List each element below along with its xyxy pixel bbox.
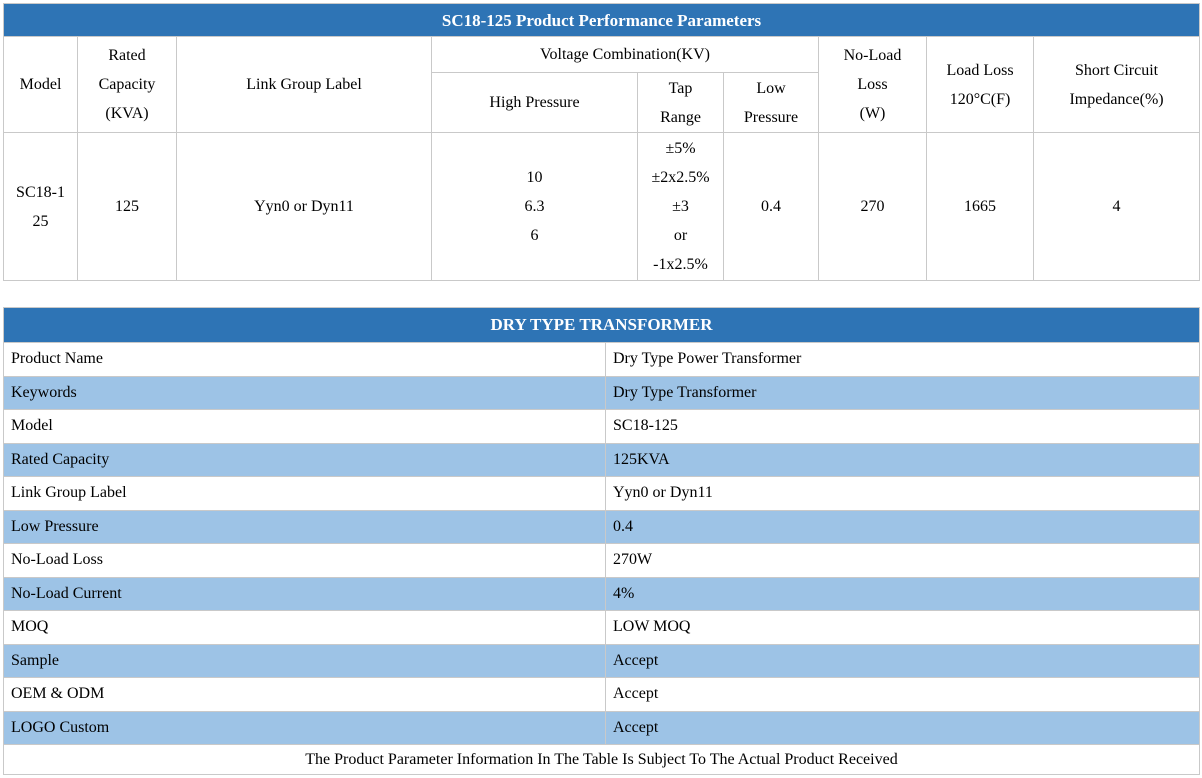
- spec-row-label: Low Pressure: [3, 509, 606, 544]
- header-model: Model: [3, 36, 78, 133]
- spec-row-value: LOW MOQ: [605, 610, 1200, 645]
- spec-row-logo-custom: LOGO Custom Accept: [3, 710, 1200, 745]
- spec-row-value: Accept: [605, 710, 1200, 745]
- spec-row-value: 0.4: [605, 509, 1200, 544]
- header-low-pressure: Low Pressure: [723, 72, 819, 133]
- header-link-group-label: Link Group Label: [176, 36, 432, 133]
- spec-row-label: Link Group Label: [3, 476, 606, 511]
- spec-row-low-pressure: Low Pressure 0.4: [3, 509, 1200, 544]
- spec-row-label: Sample: [3, 643, 606, 678]
- performance-data-row: SC18-125 125 Yyn0 or Dyn11 10 6.3 6 ±5% …: [3, 132, 1201, 281]
- spec-row-model: Model SC18-125: [3, 409, 1200, 444]
- spec-row-sample: Sample Accept: [3, 643, 1200, 678]
- spec-row-value: 125KVA: [605, 442, 1200, 477]
- spec-row-value: Accept: [605, 677, 1200, 712]
- spec-table: DRY TYPE TRANSFORMER Product Name Dry Ty…: [3, 307, 1200, 775]
- spec-row-product-name: Product Name Dry Type Power Transformer: [3, 342, 1200, 377]
- spec-row-oem-odm: OEM & ODM Accept: [3, 677, 1200, 712]
- cell-tap-range: ±5% ±2x2.5% ±3 or -1x2.5%: [637, 132, 724, 281]
- performance-header-row-2: High Pressure Tap Range Low Pressure: [4, 72, 1200, 133]
- spec-row-no-load-loss: No-Load Loss 270W: [3, 543, 1200, 578]
- spec-row-label: OEM & ODM: [3, 677, 606, 712]
- header-tap-range: Tap Range: [637, 72, 724, 133]
- cell-model: SC18-125: [3, 132, 78, 281]
- spec-row-label: Model: [3, 409, 606, 444]
- header-load-loss: Load Loss 120°C(F): [926, 36, 1034, 133]
- header-voltage-combination: Voltage Combination(KV): [431, 36, 819, 73]
- table-footnote: The Product Parameter Information In The…: [3, 744, 1200, 775]
- spec-row-label: MOQ: [3, 610, 606, 645]
- spec-row-value: Accept: [605, 643, 1200, 678]
- spec-row-no-load-current: No-Load Current 4%: [3, 576, 1200, 611]
- header-no-load-loss: No-Load Loss (W): [818, 36, 927, 133]
- spec-row-label: Product Name: [3, 342, 606, 377]
- cell-no-load-loss: 270: [818, 132, 927, 281]
- spec-row-label: LOGO Custom: [3, 710, 606, 745]
- cell-load-loss: 1665: [926, 132, 1034, 281]
- header-rated-capacity: Rated Capacity (KVA): [77, 36, 177, 133]
- spec-table-footnote-row: The Product Parameter Information In The…: [3, 744, 1200, 775]
- spec-row-label: No-Load Current: [3, 576, 606, 611]
- spec-row-value: Dry Type Power Transformer: [605, 342, 1200, 377]
- cell-low-pressure: 0.4: [723, 132, 819, 281]
- spec-row-value: 4%: [605, 576, 1200, 611]
- performance-table-title: SC18-125 Product Performance Parameters: [2, 3, 1201, 37]
- spec-row-value: Dry Type Transformer: [605, 375, 1200, 410]
- spec-row-link-group-label: Link Group Label Yyn0 or Dyn11: [3, 476, 1200, 511]
- spec-row-label: Keywords: [3, 375, 606, 410]
- spec-row-label: Rated Capacity: [3, 442, 606, 477]
- header-high-pressure: High Pressure: [431, 72, 638, 133]
- spec-table-title-row: DRY TYPE TRANSFORMER: [3, 307, 1200, 343]
- header-short-circuit-impedance: Short Circuit Impedance(%): [1032, 36, 1201, 133]
- performance-header-row-1: Model Rated Capacity (KVA) Link Group La…: [3, 36, 1201, 133]
- performance-table-title-row: SC18-125 Product Performance Parameters: [2, 3, 1201, 37]
- cell-link-group-label: Yyn0 or Dyn11: [176, 132, 432, 281]
- spec-row-value: Yyn0 or Dyn11: [605, 476, 1200, 511]
- spec-row-keywords: Keywords Dry Type Transformer: [3, 375, 1200, 410]
- spec-row-value: SC18-125: [605, 409, 1200, 444]
- performance-table: SC18-125 Product Performance Parameters …: [2, 3, 1201, 281]
- spec-row-label: No-Load Loss: [3, 543, 606, 578]
- spec-row-rated-capacity: Rated Capacity 125KVA: [3, 442, 1200, 477]
- cell-short-circuit-impedance: 4: [1032, 132, 1201, 281]
- spec-table-title: DRY TYPE TRANSFORMER: [3, 307, 1200, 343]
- cell-rated-capacity: 125: [77, 132, 177, 281]
- spec-row-value: 270W: [605, 543, 1200, 578]
- spec-row-moq: MOQ LOW MOQ: [3, 610, 1200, 645]
- cell-high-pressure: 10 6.3 6: [431, 132, 638, 281]
